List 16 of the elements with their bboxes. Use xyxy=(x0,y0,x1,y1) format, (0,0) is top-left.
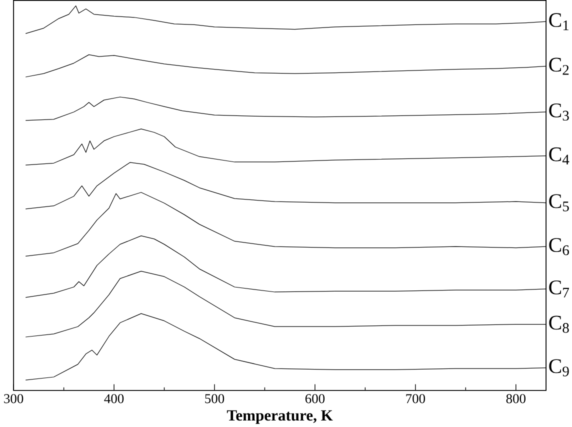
x-tick-label: 400 xyxy=(104,394,124,404)
x-tick-label: 500 xyxy=(205,394,224,404)
series-label: C$_{2}$ xyxy=(549,58,569,75)
series-label: C$_{1}$ xyxy=(549,13,569,30)
series-label: C$_{7}$ xyxy=(549,280,569,298)
series-label: C$_{8}$ xyxy=(549,316,569,333)
series-label: C$_{6}$ xyxy=(549,238,569,256)
x-axis-title: Temperature, K xyxy=(226,410,333,424)
x-tick-label: 800 xyxy=(506,394,526,404)
series-label: C$_{4}$ xyxy=(549,147,570,164)
series-label: C$_{3}$ xyxy=(549,103,569,120)
x-tick-label: 700 xyxy=(406,394,426,404)
series-label: C$_{9}$ xyxy=(549,359,569,376)
x-tick-label: 600 xyxy=(305,394,325,404)
series-label: C$_{5}$ xyxy=(549,194,569,212)
x-tick-label: 300 xyxy=(4,394,24,404)
